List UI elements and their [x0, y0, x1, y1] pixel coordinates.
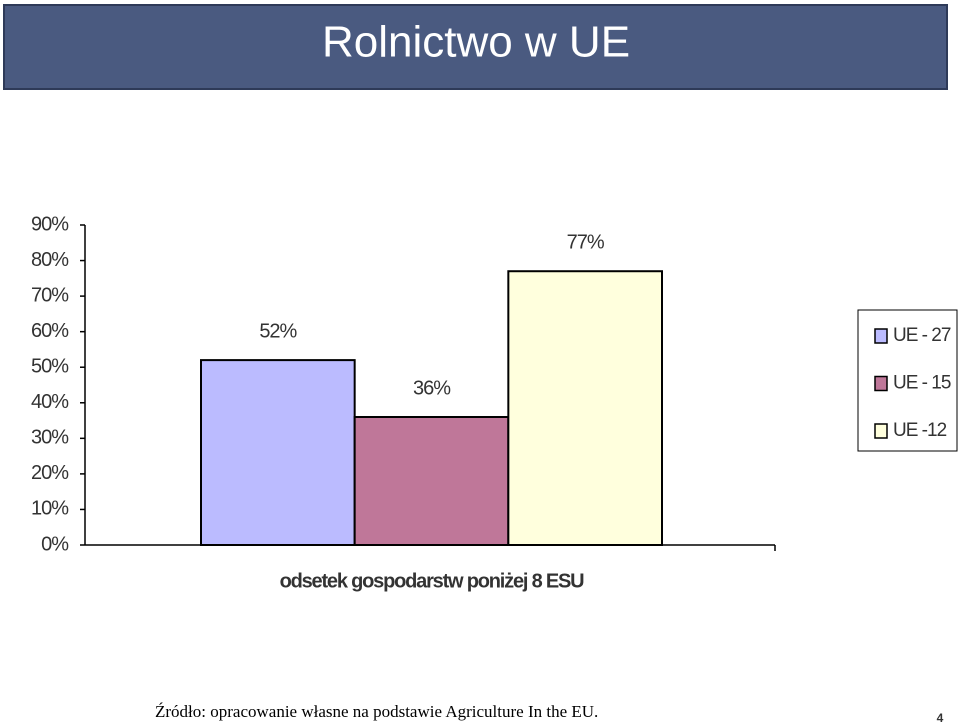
legend-label: UE - 27	[893, 325, 951, 346]
y-tick-label: 80%	[31, 249, 69, 271]
y-tick-label: 50%	[31, 356, 69, 378]
y-tick-label: 70%	[31, 284, 69, 306]
x-tick-label: odsetek gospodarstw poniżej 8 ESU	[280, 570, 585, 592]
value-label: 77%	[567, 232, 605, 254]
legend-swatch	[874, 328, 888, 344]
legend-swatch	[874, 423, 888, 439]
source-note: Źródło: opracowanie własne na podstawie …	[155, 702, 598, 721]
y-tick-label: 60%	[31, 320, 69, 342]
value-label: 52%	[259, 320, 297, 342]
title-banner	[3, 4, 948, 90]
page-number: 4	[937, 711, 944, 725]
slide-title: Rolnictwo w UE	[322, 18, 630, 67]
legend-label: UE -12	[893, 420, 947, 441]
bar	[353, 416, 510, 546]
bar	[507, 270, 664, 546]
y-tick-label: 90%	[31, 213, 69, 235]
y-tick-label: 20%	[31, 462, 69, 484]
bar	[200, 359, 356, 546]
legend-label: UE - 15	[893, 373, 951, 394]
y-tick-label: 30%	[31, 427, 69, 449]
y-tick-label: 40%	[31, 391, 69, 413]
value-label: 36%	[413, 377, 451, 399]
legend-swatch	[874, 375, 888, 392]
y-tick-label: 10%	[31, 498, 69, 520]
y-tick-label: 0%	[41, 533, 69, 555]
